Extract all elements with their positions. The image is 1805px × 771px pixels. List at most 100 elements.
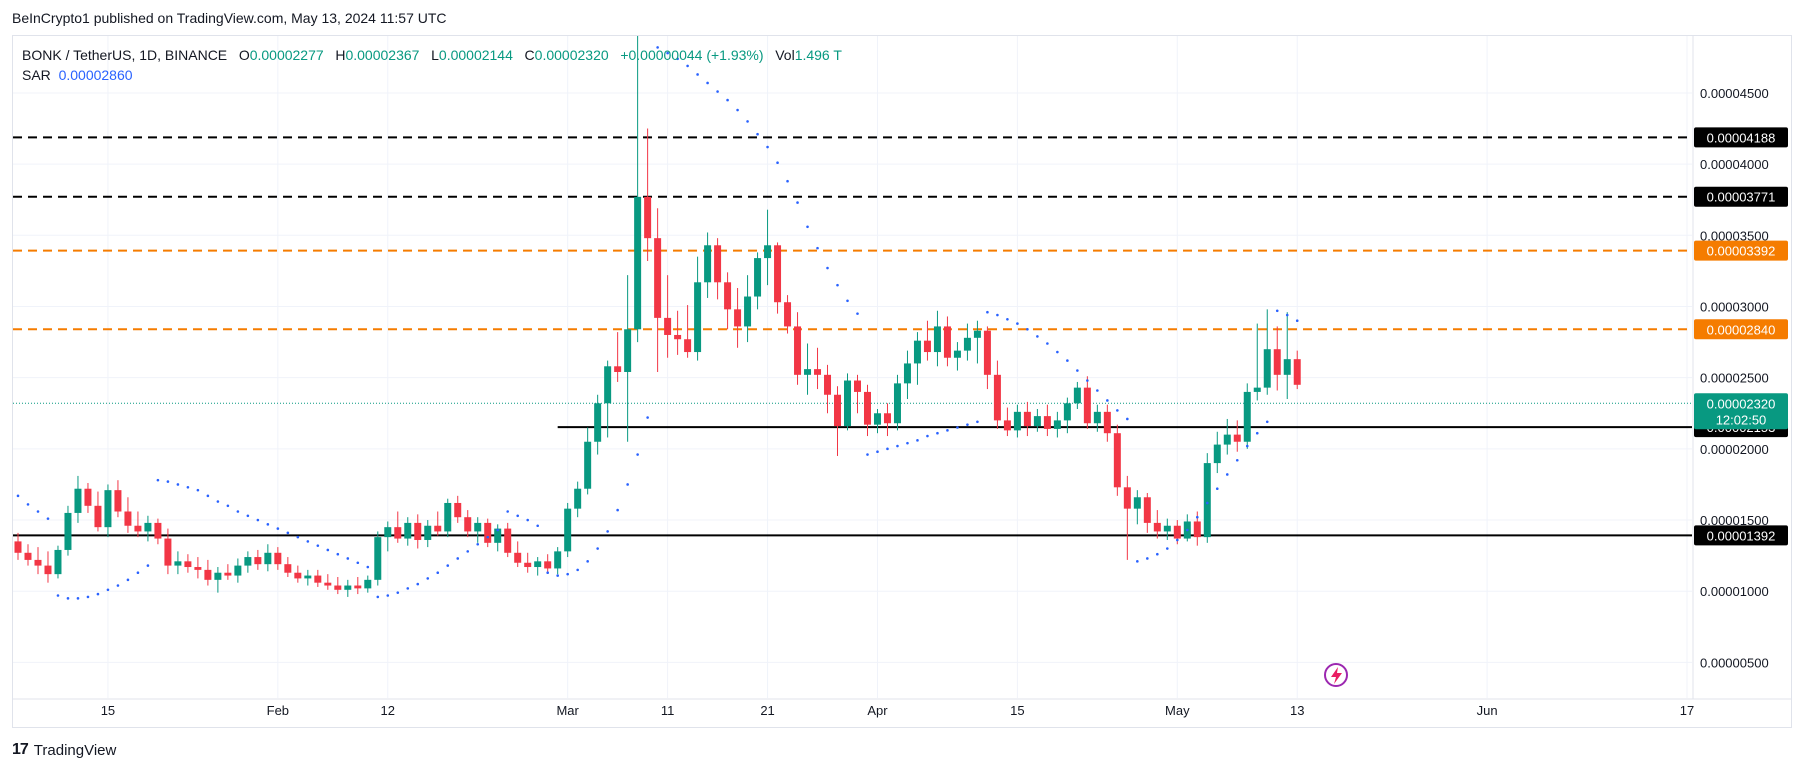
sar-dot [1176, 538, 1179, 542]
candle-body [933, 326, 941, 353]
y-tick-label: 0.00002500 [1700, 371, 1769, 386]
candle-body [124, 511, 132, 526]
sar-dot [1036, 335, 1039, 338]
candle-body [1243, 391, 1251, 442]
candle [1073, 381, 1081, 409]
sar-dot [886, 447, 889, 451]
sar-dot [416, 582, 420, 586]
sar-dot [1076, 369, 1079, 372]
lightning-icon[interactable] [1324, 663, 1348, 687]
candle [1003, 407, 1011, 437]
candle-body [1173, 525, 1181, 539]
price-tag-bg [1694, 525, 1788, 546]
sar-dot [636, 453, 639, 456]
candle [654, 208, 662, 372]
sar-dot [546, 571, 549, 575]
candle [84, 483, 92, 513]
level-price-tag: 0.00001392 [1694, 525, 1788, 546]
legend-volume-label: Vol [775, 47, 795, 63]
candle [514, 541, 522, 568]
candle [64, 505, 72, 556]
candle [474, 517, 482, 543]
sar-dot [1265, 420, 1269, 424]
sar-dot [406, 587, 410, 590]
sar-dot [256, 518, 260, 522]
candle-body [993, 374, 1001, 421]
sar-dot [1066, 359, 1069, 362]
sar-dot [586, 560, 589, 563]
footer-brand[interactable]: TradingView [33, 741, 117, 759]
candle [1273, 326, 1281, 391]
candle [1103, 404, 1111, 442]
candle-body [484, 522, 492, 543]
candle [1013, 404, 1021, 438]
candle [953, 342, 961, 371]
sar-dot [86, 595, 90, 599]
sar-dot [986, 310, 989, 314]
sar-dot [306, 540, 310, 543]
candle [574, 481, 582, 518]
candle [504, 522, 512, 558]
candle [1143, 492, 1151, 533]
candle [834, 386, 842, 456]
sar-dot [536, 524, 539, 528]
candle-body [804, 369, 812, 375]
candle [973, 320, 981, 364]
candle [554, 547, 562, 575]
candle-body [1193, 521, 1201, 538]
sar-dot [906, 441, 909, 445]
level-price-tag: 0.00003392 [1694, 240, 1788, 261]
candle-body [154, 522, 162, 539]
sar-dot [626, 483, 629, 486]
sar-dot [936, 431, 939, 435]
candle-body [524, 562, 532, 568]
candle-body [1053, 420, 1061, 429]
level-price-tag: 0.00003771 [1694, 186, 1788, 207]
candle-body [44, 565, 52, 575]
sar-dot [1086, 379, 1089, 382]
legend-sar-label: SAR [22, 67, 51, 83]
candle-body [554, 551, 562, 569]
candle-body [614, 366, 622, 372]
candle [494, 524, 502, 552]
sar-dot [656, 46, 659, 49]
candle [1083, 376, 1091, 429]
x-tick-label: May [1165, 703, 1190, 718]
candle-body [923, 340, 931, 353]
candle-body [114, 490, 122, 512]
price-tag-bg [1694, 393, 1788, 430]
candle-body [883, 413, 891, 424]
candle-body [604, 366, 612, 404]
candle-body [1273, 349, 1281, 375]
price-tag-label: 0.00002840 [1707, 322, 1776, 337]
level-price-tag: 0.00002840 [1694, 319, 1788, 340]
candle-body [324, 582, 332, 586]
legend-symbol[interactable]: BONK / TetherUS, 1D, BINANCE [22, 47, 228, 63]
candle-body [1213, 444, 1221, 464]
sar-dot [126, 578, 130, 582]
candle-body [724, 282, 732, 310]
sar-dot [1016, 322, 1019, 325]
candle [394, 511, 402, 543]
sar-dot [186, 485, 190, 489]
legend-sar-row[interactable]: SAR 0.00002860 [22, 65, 842, 85]
sar-dot [726, 98, 729, 102]
legend-ohlc-row: BONK / TetherUS, 1D, BINANCE O0.00002277… [22, 45, 842, 65]
candle [94, 491, 102, 532]
sar-dot [646, 416, 649, 419]
candle-body [434, 525, 442, 532]
price-tag-bg [1694, 240, 1788, 261]
x-tick-label: Jun [1477, 703, 1498, 718]
footer: 17 TradingView [12, 741, 116, 759]
legend-close-label: C [524, 47, 535, 63]
candle [584, 427, 592, 495]
candle-body [674, 334, 682, 340]
candle-body [1013, 411, 1021, 431]
candle-body [873, 413, 881, 425]
y-tick-label: 0.00000500 [1700, 655, 1769, 670]
candle-body [1263, 349, 1271, 388]
candle [14, 532, 22, 560]
tradingview-logo-icon[interactable]: 17 [12, 741, 29, 758]
price-tag-bg [1694, 127, 1788, 148]
